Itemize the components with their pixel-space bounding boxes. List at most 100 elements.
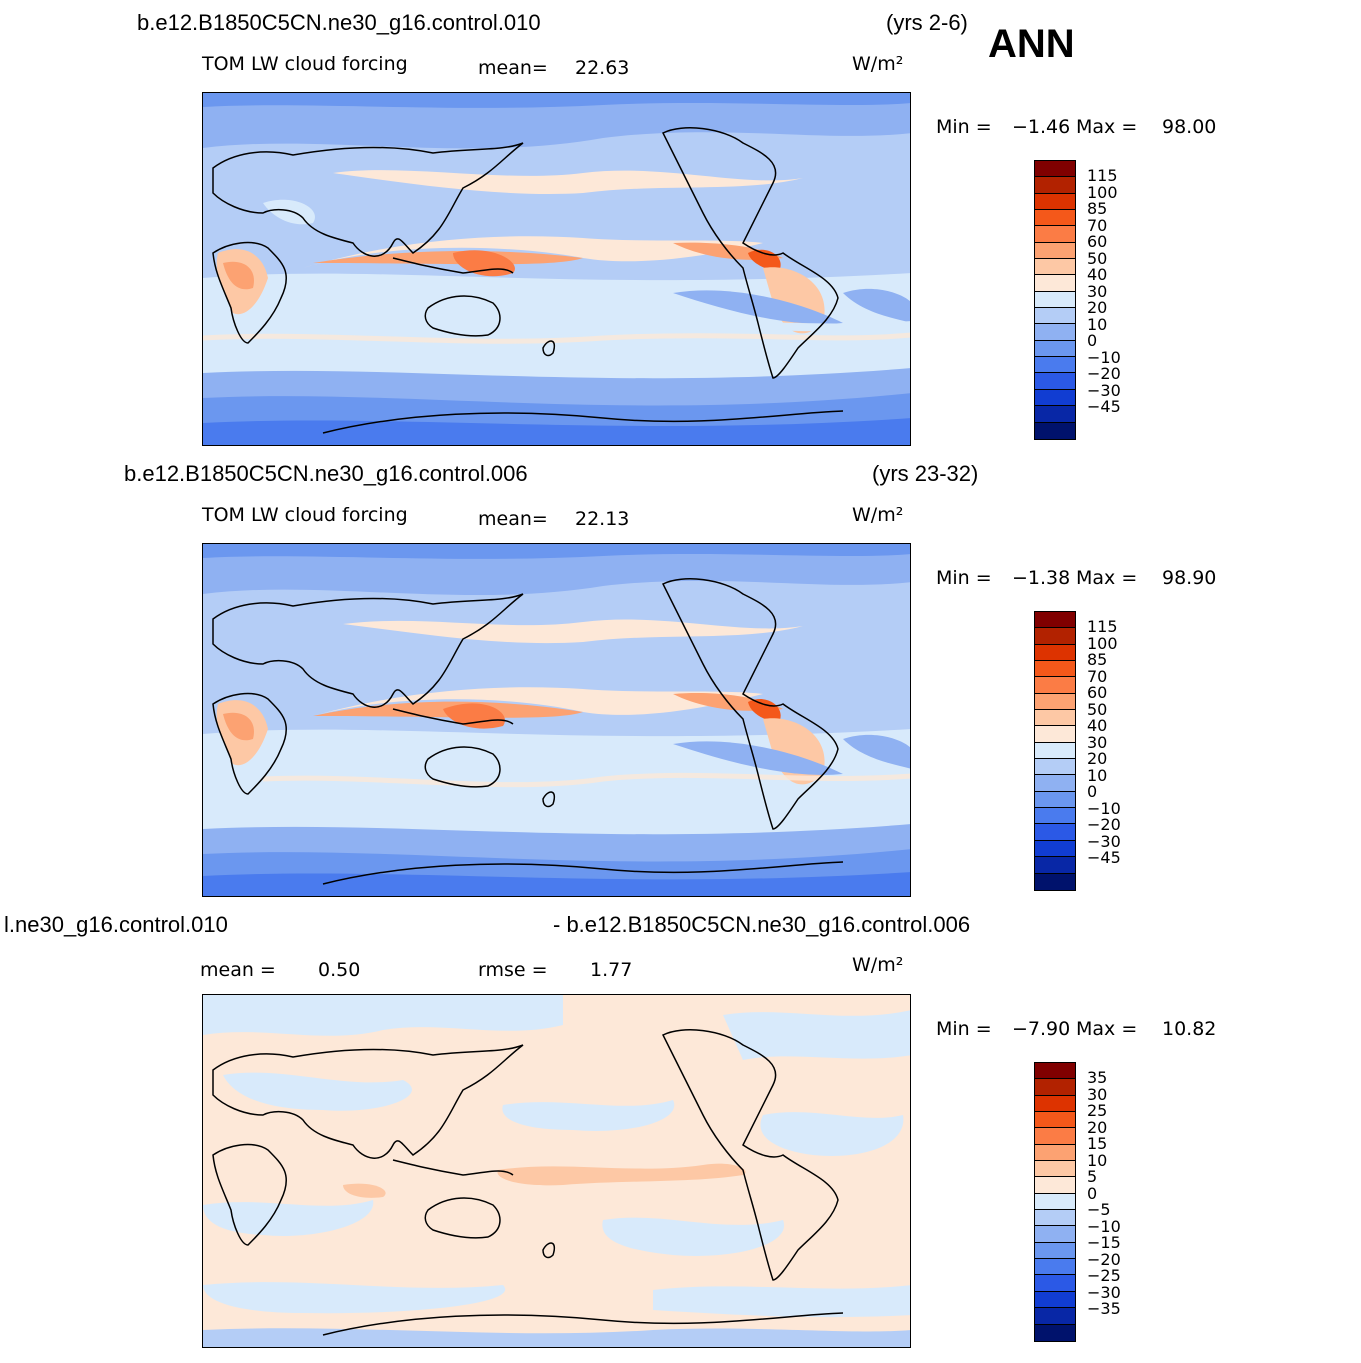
colorbar-tick-label: 35 bbox=[1087, 1068, 1108, 1088]
colorbar-swatch bbox=[1035, 612, 1075, 629]
panel-2-max-label: Max = bbox=[1076, 567, 1138, 589]
colorbar-tick-label: −20 bbox=[1087, 815, 1121, 835]
colorbar-tick-label: 20 bbox=[1087, 1117, 1108, 1137]
colorbar-swatch bbox=[1035, 873, 1075, 890]
panel-2-min-label: Min = bbox=[936, 567, 992, 589]
panel-2-max-value: 98.90 bbox=[1162, 567, 1217, 589]
colorbar-tick-label: −45 bbox=[1087, 397, 1121, 417]
colorbar-swatch bbox=[1035, 1193, 1075, 1211]
colorbar-swatch bbox=[1035, 373, 1075, 390]
colorbar-swatch bbox=[1035, 1161, 1075, 1178]
colorbar-tick-label: −30 bbox=[1087, 1282, 1121, 1302]
colorbar-swatch bbox=[1035, 242, 1075, 260]
colorbar-swatch bbox=[1035, 808, 1075, 825]
panel-1-min-label: Min = bbox=[936, 116, 992, 138]
panel-2-min-value: −1.38 bbox=[1012, 567, 1071, 589]
panel-1-years: (yrs 2-6) bbox=[886, 10, 968, 35]
colorbar-swatch bbox=[1035, 308, 1075, 325]
colorbar-swatch bbox=[1035, 840, 1075, 858]
colorbar-tick-label: −20 bbox=[1087, 1249, 1121, 1269]
colorbar-swatch bbox=[1035, 1095, 1075, 1113]
colorbar-swatch bbox=[1035, 857, 1075, 874]
colorbar-swatch bbox=[1035, 1128, 1075, 1145]
panel-2-mean-value: 22.13 bbox=[575, 508, 630, 530]
colorbar-tick-label: −10 bbox=[1087, 798, 1121, 818]
colorbar-tick-label: 50 bbox=[1087, 699, 1108, 719]
colorbar-tick-label: −30 bbox=[1087, 380, 1121, 400]
panel-3-rmse-value: 1.77 bbox=[590, 959, 633, 981]
colorbar-tick-label: −35 bbox=[1087, 1299, 1121, 1319]
colorbar-tick-label: −5 bbox=[1087, 1200, 1111, 1220]
colorbar-swatch bbox=[1035, 275, 1075, 292]
colorbar-swatch bbox=[1035, 389, 1075, 407]
colorbar-swatch bbox=[1035, 177, 1075, 194]
panel-1-mean-label: mean= bbox=[478, 57, 548, 79]
colorbar-swatch bbox=[1035, 1210, 1075, 1227]
colorbar-tick-label: 0 bbox=[1087, 782, 1098, 802]
colorbar-swatch bbox=[1035, 1226, 1075, 1243]
colorbar-tick-label: 30 bbox=[1087, 732, 1108, 752]
colorbar-swatch bbox=[1035, 1063, 1075, 1080]
colorbar-swatch bbox=[1035, 1112, 1075, 1129]
colorbar-swatch bbox=[1035, 1177, 1075, 1194]
panel-2-mean-label: mean= bbox=[478, 508, 548, 530]
colorbar-tick-label: −45 bbox=[1087, 848, 1121, 868]
colorbar-tick-label: 70 bbox=[1087, 215, 1108, 235]
panel-2-units: W/m² bbox=[852, 504, 904, 526]
colorbar-swatch bbox=[1035, 259, 1075, 276]
colorbar-swatch bbox=[1035, 210, 1075, 227]
panel-3-map bbox=[202, 994, 911, 1348]
panel-3-mean-label: mean = bbox=[200, 959, 276, 981]
colorbar-swatch bbox=[1035, 1324, 1075, 1341]
colorbar-swatch bbox=[1035, 1308, 1075, 1325]
panel-3-max-label: Max = bbox=[1076, 1018, 1138, 1040]
colorbar-swatch bbox=[1035, 710, 1075, 727]
colorbar-tick-label: 60 bbox=[1087, 683, 1108, 703]
colorbar-tick-label: −10 bbox=[1087, 347, 1121, 367]
colorbar-tick-label: 20 bbox=[1087, 298, 1108, 318]
colorbar-tick-label: −30 bbox=[1087, 831, 1121, 851]
colorbar-swatch bbox=[1035, 1079, 1075, 1096]
panel-3-case-left: l.ne30_g16.control.010 bbox=[4, 912, 228, 937]
colorbar-tick-label: 30 bbox=[1087, 1084, 1108, 1104]
panel-3-min-value: −7.90 bbox=[1012, 1018, 1071, 1040]
panel-2-case-name: b.e12.B1850C5CN.ne30_g16.control.006 bbox=[124, 461, 528, 486]
colorbar-swatch bbox=[1035, 742, 1075, 760]
colorbar-swatch bbox=[1035, 775, 1075, 792]
colorbar-swatch bbox=[1035, 1144, 1075, 1162]
colorbar-swatch bbox=[1035, 1275, 1075, 1292]
colorbar-tick-label: 0 bbox=[1087, 331, 1098, 351]
colorbar-tick-label: −20 bbox=[1087, 364, 1121, 384]
season-label: ANN bbox=[988, 22, 1075, 66]
colorbar-tick-label: 10 bbox=[1087, 1150, 1108, 1170]
colorbar-swatch bbox=[1035, 1259, 1075, 1276]
colorbar-tick-label: −25 bbox=[1087, 1266, 1121, 1286]
colorbar-tick-label: 115 bbox=[1087, 166, 1118, 186]
colorbar-swatch bbox=[1035, 661, 1075, 678]
panel-1-min-value: −1.46 bbox=[1012, 116, 1071, 138]
panel-3-units: W/m² bbox=[852, 954, 904, 976]
panel-2-variable: TOM LW cloud forcing bbox=[202, 504, 408, 526]
colorbar-tick-label: 40 bbox=[1087, 716, 1108, 736]
panel-3-case-right: - b.e12.B1850C5CN.ne30_g16.control.006 bbox=[553, 912, 971, 937]
colorbar-swatch bbox=[1035, 628, 1075, 645]
panel-2-map bbox=[202, 543, 911, 897]
colorbar-tick-label: 15 bbox=[1087, 1134, 1108, 1154]
colorbar-swatch bbox=[1035, 357, 1075, 374]
colorbar-swatch bbox=[1035, 340, 1075, 358]
colorbar-tick-label: 85 bbox=[1087, 199, 1108, 219]
panel-3-rmse-label: rmse = bbox=[478, 959, 548, 981]
colorbar-swatch bbox=[1035, 677, 1075, 694]
colorbar-tick-label: 70 bbox=[1087, 666, 1108, 686]
panel-1-max-label: Max = bbox=[1076, 116, 1138, 138]
colorbar-swatch bbox=[1035, 726, 1075, 743]
colorbar-tick-label: −15 bbox=[1087, 1233, 1121, 1253]
colorbar-swatch bbox=[1035, 693, 1075, 711]
colorbar-swatch bbox=[1035, 824, 1075, 841]
colorbar-swatch bbox=[1035, 759, 1075, 776]
colorbar-tick-label: 40 bbox=[1087, 265, 1108, 285]
colorbar-swatch bbox=[1035, 1242, 1075, 1260]
colorbar-tick-label: 5 bbox=[1087, 1167, 1098, 1187]
colorbar-tick-label: 10 bbox=[1087, 314, 1108, 334]
colorbar-swatch bbox=[1035, 1291, 1075, 1309]
